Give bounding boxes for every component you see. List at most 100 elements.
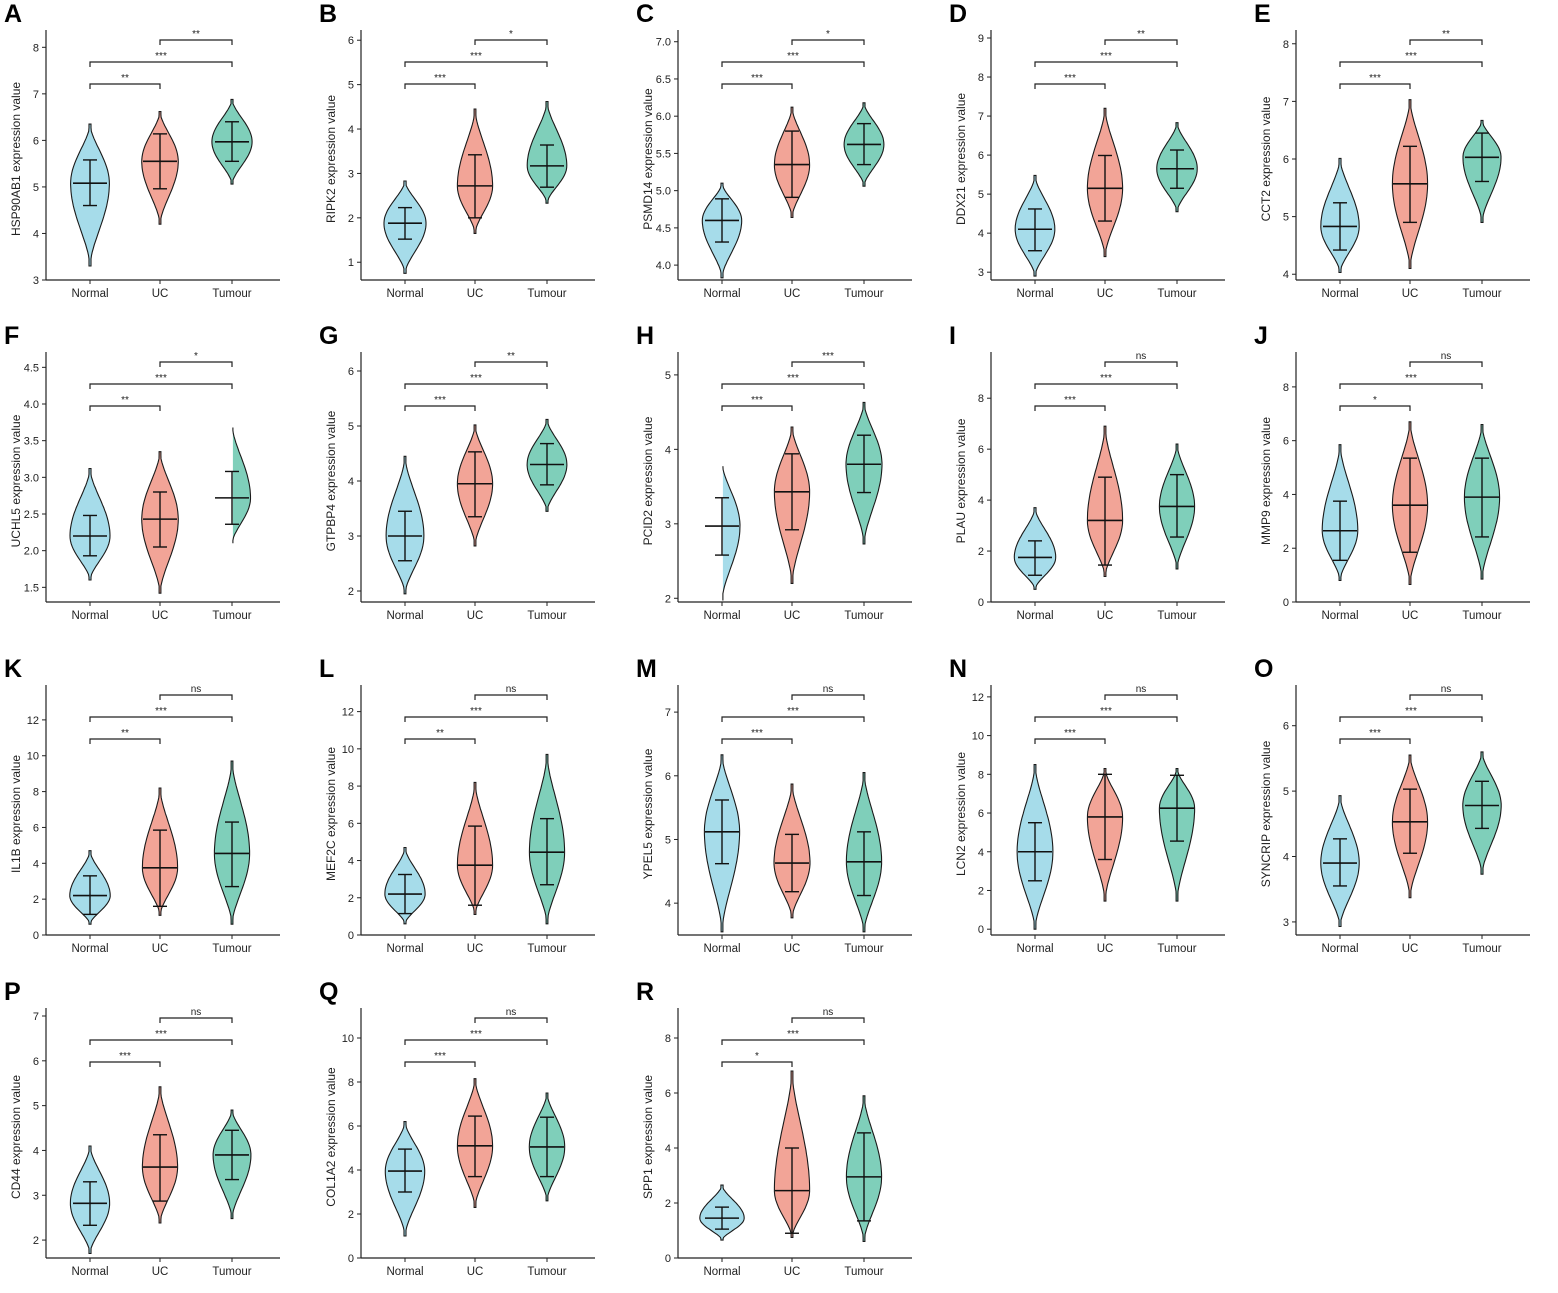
significance-label: * xyxy=(826,29,830,40)
violin-plot-HSP90AB1: A 3 4 5 6 7 8 HSP90AB1 expression value Normal UC… xyxy=(4,0,280,300)
significance-bracket xyxy=(1409,361,1483,367)
panel-R: R 0 2 4 6 8 SPP1 expression value Normal UC Tumou… xyxy=(632,978,942,1293)
x-tick-label: Normal xyxy=(1016,288,1053,300)
y-tick-label: 4 xyxy=(978,228,984,240)
y-tick-label: 0 xyxy=(33,930,39,942)
y-tick-label: 5 xyxy=(33,1101,39,1113)
x-tick-label: Tumour xyxy=(844,288,883,300)
significance-bracket xyxy=(1104,39,1178,45)
violin-plot-YPEL5: M 4 5 6 7 YPEL5 expression value Normal UC Tumou… xyxy=(636,655,912,955)
significance-label: *** xyxy=(155,1029,167,1040)
panel-letter: G xyxy=(319,322,338,350)
y-axis-label: MEF2C expression value xyxy=(324,747,338,881)
y-tick-label: 3 xyxy=(1283,917,1289,929)
y-tick-label: 6 xyxy=(348,818,354,830)
x-tick-label: Tumour xyxy=(1462,288,1501,300)
significance-label: *** xyxy=(434,1051,446,1062)
y-tick-label: 2 xyxy=(978,546,984,558)
x-tick-label: Normal xyxy=(1321,288,1358,300)
y-tick-label: 2 xyxy=(348,586,354,598)
panel-letter: J xyxy=(1254,322,1268,350)
y-tick-label: 5.5 xyxy=(656,148,671,160)
y-axis-label: LCN2 expression value xyxy=(954,752,968,876)
significance-bracket xyxy=(89,405,161,411)
y-axis-label: SYNCRIP expression value xyxy=(1259,740,1273,887)
violin-tumour xyxy=(232,427,252,544)
x-tick-label: UC xyxy=(1097,943,1114,955)
significance-bracket xyxy=(721,716,865,722)
significance-label: ** xyxy=(121,728,129,739)
x-tick-label: Normal xyxy=(386,610,423,622)
x-tick-label: UC xyxy=(152,1266,169,1278)
significance-bracket xyxy=(791,1017,865,1023)
significance-label: ns xyxy=(823,684,834,695)
significance-bracket xyxy=(1409,694,1483,700)
significance-bracket xyxy=(1339,738,1411,744)
significance-label: *** xyxy=(1064,73,1076,84)
significance-bracket xyxy=(1339,405,1411,411)
y-tick-label: 1 xyxy=(348,257,354,269)
significance-bracket xyxy=(89,1039,233,1045)
y-tick-label: 3 xyxy=(978,267,984,279)
significance-bracket xyxy=(89,61,233,67)
y-tick-label: 4 xyxy=(33,858,39,870)
x-tick-label: Tumour xyxy=(527,943,566,955)
significance-bracket xyxy=(1104,361,1178,367)
y-tick-label: 6 xyxy=(665,771,671,783)
y-tick-label: 4 xyxy=(348,124,354,136)
y-tick-label: 6 xyxy=(1283,721,1289,733)
x-tick-label: Normal xyxy=(386,1266,423,1278)
x-tick-label: UC xyxy=(152,943,169,955)
x-tick-label: Normal xyxy=(386,943,423,955)
x-tick-label: UC xyxy=(784,1266,801,1278)
y-tick-label: 8 xyxy=(33,787,39,799)
y-tick-label: 6 xyxy=(978,808,984,820)
panel-letter: E xyxy=(1254,0,1271,28)
significance-label: ** xyxy=(192,29,200,40)
x-tick-label: Normal xyxy=(71,288,108,300)
significance-label: * xyxy=(509,29,513,40)
y-tick-label: 6 xyxy=(1283,436,1289,448)
x-tick-label: Tumour xyxy=(1157,610,1196,622)
significance-bracket xyxy=(721,738,793,744)
significance-label: *** xyxy=(1100,373,1112,384)
panel-A: A 3 4 5 6 7 8 HSP90AB1 expression value Normal UC… xyxy=(0,0,310,315)
significance-bracket xyxy=(474,694,548,700)
y-tick-label: 6.0 xyxy=(656,111,671,123)
x-tick-label: UC xyxy=(1402,943,1419,955)
y-tick-label: 4 xyxy=(348,476,354,488)
y-axis-label: RIPK2 expression value xyxy=(324,95,338,223)
panel-F: F 1.5 2.0 2.5 3.0 3.5 4.0 4.5 UCHL5 expression v… xyxy=(0,322,310,637)
significance-bracket xyxy=(159,361,233,367)
panel-letter: F xyxy=(4,322,19,350)
x-tick-label: Tumour xyxy=(844,1266,883,1278)
significance-label: * xyxy=(755,1051,759,1062)
significance-label: *** xyxy=(1100,51,1112,62)
significance-bracket xyxy=(791,39,865,45)
significance-label: *** xyxy=(751,73,763,84)
significance-label: *** xyxy=(1369,73,1381,84)
x-tick-label: Tumour xyxy=(212,288,251,300)
y-tick-label: 2 xyxy=(348,893,354,905)
violin-plot-LCN2: N 0 2 4 6 8 10 12 LCN2 expression value Normal UC T… xyxy=(949,655,1225,955)
x-tick-label: Tumour xyxy=(1157,943,1196,955)
y-tick-label: 7 xyxy=(33,89,39,101)
significance-bracket xyxy=(721,405,793,411)
y-axis-label: MMP9 expression value xyxy=(1259,417,1273,545)
significance-label: *** xyxy=(1405,373,1417,384)
violin-plot-MMP9: J 0 2 4 6 8 MMP9 expression value Normal UC Tumou… xyxy=(1254,322,1530,622)
panel-letter: L xyxy=(319,655,334,683)
panel-letter: O xyxy=(1254,655,1273,683)
y-tick-label: 1.5 xyxy=(24,582,39,594)
x-tick-label: Tumour xyxy=(527,1266,566,1278)
significance-label: ns xyxy=(1136,684,1147,695)
x-tick-label: Tumour xyxy=(527,288,566,300)
x-tick-label: UC xyxy=(467,288,484,300)
y-axis-label: PSMD14 expression value xyxy=(641,88,655,230)
panel-letter: H xyxy=(636,322,654,350)
y-tick-label: 4 xyxy=(978,847,984,859)
significance-bracket xyxy=(474,39,548,45)
x-tick-label: Tumour xyxy=(527,610,566,622)
panel-E: E 4 5 6 7 8 CCT2 expression value Normal UC Tumou… xyxy=(1250,0,1558,315)
y-tick-label: 4 xyxy=(348,856,354,868)
